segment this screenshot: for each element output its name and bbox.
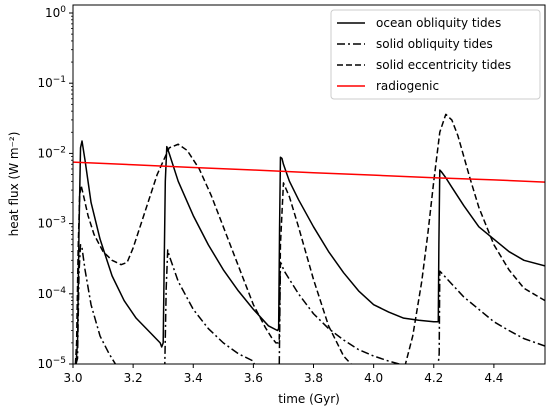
x-tick-label: 3.4: [184, 371, 203, 385]
y-tick-label: 10−3: [37, 216, 66, 231]
legend-label-3: radiogenic: [376, 79, 439, 93]
series-line-0: [75, 140, 545, 364]
series-layer: [73, 113, 545, 364]
y-tick-label: 10−5: [37, 356, 66, 371]
x-tick-label: 3.6: [244, 371, 263, 385]
y-axis-label: heat flux (W m⁻²): [7, 132, 21, 237]
x-axis-label: time (Gyr): [278, 392, 340, 406]
x-tick-label: 4.4: [484, 371, 503, 385]
legend-label-2: solid eccentricity tides: [376, 58, 511, 72]
x-tick-label: 4.0: [364, 371, 383, 385]
y-tick-label: 10−2: [37, 145, 66, 160]
x-tick-label: 3.8: [304, 371, 323, 385]
legend-label-1: solid obliquity tides: [376, 37, 493, 51]
x-tick-label: 3.2: [124, 371, 143, 385]
series-line-3: [73, 161, 545, 183]
y-tick-label: 10−1: [37, 75, 66, 90]
x-tick-label: 3.0: [63, 371, 82, 385]
y-tick-label: 100: [45, 5, 66, 20]
x-tick-label: 4.2: [424, 371, 443, 385]
legend: ocean obliquity tides solid obliquity tid…: [330, 9, 541, 100]
legend-box: [330, 9, 541, 100]
series-line-1: [75, 243, 545, 364]
plot-frame: [72, 4, 546, 365]
legend-label-0: ocean obliquity tides: [376, 16, 501, 30]
y-tick-label: 10−4: [37, 286, 66, 301]
series-line-2: [74, 113, 545, 364]
ticks-layer: 3.0 3.2 3.4 3.6 3.8 4.0 4.2 4.4 10−5 10−4 10−3 10−2…: [37, 5, 503, 385]
